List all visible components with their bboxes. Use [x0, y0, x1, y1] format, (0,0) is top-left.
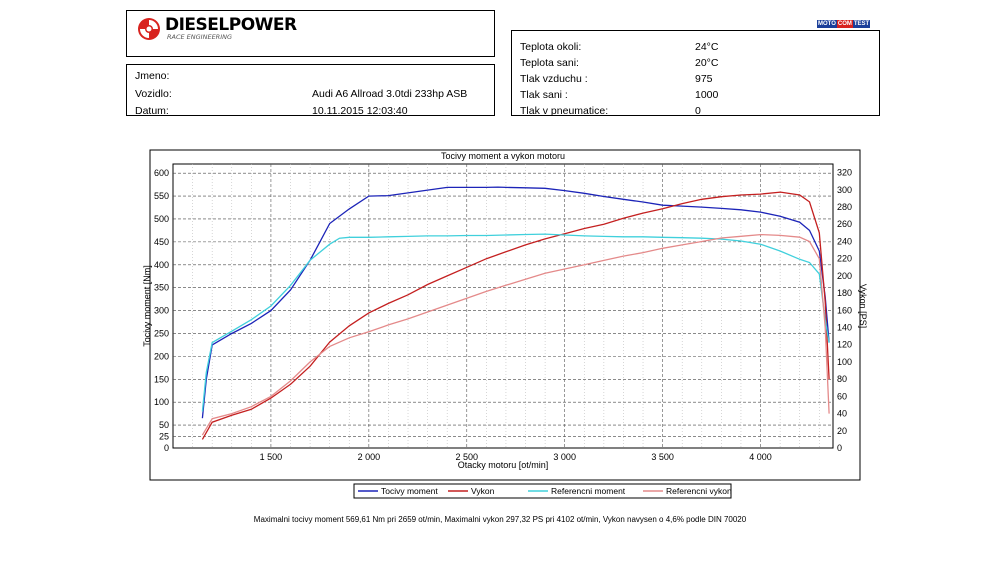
vehicle-panel: Jmeno: Vozidlo: Audi A6 Allroad 3.0tdi 2… — [126, 64, 495, 117]
x-tick-label: 3 500 — [651, 452, 674, 462]
y-tick-label: 200 — [154, 351, 169, 361]
date-label: Datum: — [135, 105, 169, 117]
y2-tick-label: 260 — [837, 219, 852, 229]
y2-tick-label: 280 — [837, 202, 852, 212]
cond-value: 20°C — [695, 57, 719, 69]
cond-label: Tlak sani : — [520, 89, 568, 101]
y-tick-label: 25 — [159, 432, 169, 442]
legend-label: Referencni vykon — [666, 486, 732, 496]
y-tick-label: 50 — [159, 420, 169, 430]
cond-value: 0 — [695, 105, 701, 117]
badge-moto: MOTO — [817, 20, 837, 28]
y-tick-label: 100 — [154, 397, 169, 407]
cond-value: 975 — [695, 73, 713, 85]
dieselpower-logo: DIESELPOWER RACE ENGINEERING — [137, 17, 297, 41]
cond-label: Tlak vzduchu : — [520, 73, 588, 85]
x-tick-label: 1 500 — [260, 452, 283, 462]
vehicle-value: Audi A6 Allroad 3.0tdi 233hp ASB — [312, 88, 468, 100]
cond-label: Tlak v pneumatice: — [520, 105, 609, 117]
date-value: 10.11.2015 12:03:40 — [312, 105, 408, 117]
chart-frame — [149, 149, 861, 481]
plot-area — [172, 163, 834, 449]
vehicle-label: Vozidlo: — [135, 88, 172, 100]
cond-value: 1000 — [695, 89, 719, 101]
cond-label: Teplota sani: — [520, 57, 579, 69]
y2-tick-label: 220 — [837, 254, 852, 264]
series-line-vykon — [201, 191, 830, 440]
badge-test: TEST — [852, 20, 871, 28]
y-tick-label: 450 — [154, 237, 169, 247]
y2-tick-label: 80 — [837, 374, 847, 384]
x-tick-label: 3 000 — [553, 452, 576, 462]
legend-label: Referencni moment — [551, 486, 626, 496]
legend-label: Tocivy moment — [381, 486, 438, 496]
logo-subtitle: RACE ENGINEERING — [167, 33, 233, 41]
y2-axis-label: Vykon [PS] — [858, 284, 868, 328]
y-tick-label: 600 — [154, 168, 169, 178]
y2-tick-label: 240 — [837, 236, 852, 246]
series-line-tocivy-moment — [201, 186, 830, 419]
y2-tick-label: 160 — [837, 305, 852, 315]
y-tick-label: 350 — [154, 283, 169, 293]
logo-panel: DIESELPOWER RACE ENGINEERING — [126, 10, 495, 57]
conditions-panel: Teplota okoli: 24°C Teplota sani: 20°C T… — [511, 30, 880, 117]
x-axis-label: Otacky motoru [ot/min] — [458, 460, 549, 470]
series-line-referencni-moment — [201, 233, 830, 412]
y2-tick-label: 20 — [837, 426, 847, 436]
name-label: Jmeno: — [135, 70, 170, 82]
y2-tick-label: 140 — [837, 323, 852, 333]
y-tick-label: 550 — [154, 191, 169, 201]
y-tick-label: 150 — [154, 374, 169, 384]
cond-label: Teplota okoli: — [520, 41, 582, 53]
y2-tick-label: 40 — [837, 409, 847, 419]
badge-com: COM — [836, 20, 853, 28]
y2-tick-label: 0 — [837, 443, 842, 453]
y2-tick-label: 300 — [837, 185, 852, 195]
y2-tick-label: 200 — [837, 271, 852, 281]
y-tick-label: 400 — [154, 260, 169, 270]
logo-text: DIESELPOWER — [165, 15, 297, 35]
series-line-referencni-vykon — [201, 233, 830, 436]
y-tick-label: 0 — [164, 443, 169, 453]
summary-footer: Maximalni tocivy moment 569,61 Nm pri 26… — [253, 515, 747, 524]
y2-tick-label: 320 — [837, 168, 852, 178]
turbo-icon — [138, 18, 160, 40]
legend-label: Vykon — [471, 486, 495, 496]
dyno-chart: Tocivy moment a vykon motoru025501001502… — [142, 149, 868, 499]
y-axis-label: Tocivy moment [Nm] — [142, 265, 152, 347]
y2-tick-label: 120 — [837, 340, 852, 350]
motocomtest-badge: MOTO COM TEST — [817, 20, 871, 28]
y2-tick-label: 180 — [837, 288, 852, 298]
y2-tick-label: 60 — [837, 391, 847, 401]
y-tick-label: 500 — [154, 214, 169, 224]
x-tick-label: 2 500 — [456, 452, 479, 462]
chart-title: Tocivy moment a vykon motoru — [441, 151, 565, 161]
y-tick-label: 300 — [154, 306, 169, 316]
x-tick-label: 4 000 — [749, 452, 772, 462]
x-tick-label: 2 000 — [358, 452, 381, 462]
y2-tick-label: 100 — [837, 357, 852, 367]
y-tick-label: 250 — [154, 328, 169, 338]
cond-value: 24°C — [695, 41, 719, 53]
